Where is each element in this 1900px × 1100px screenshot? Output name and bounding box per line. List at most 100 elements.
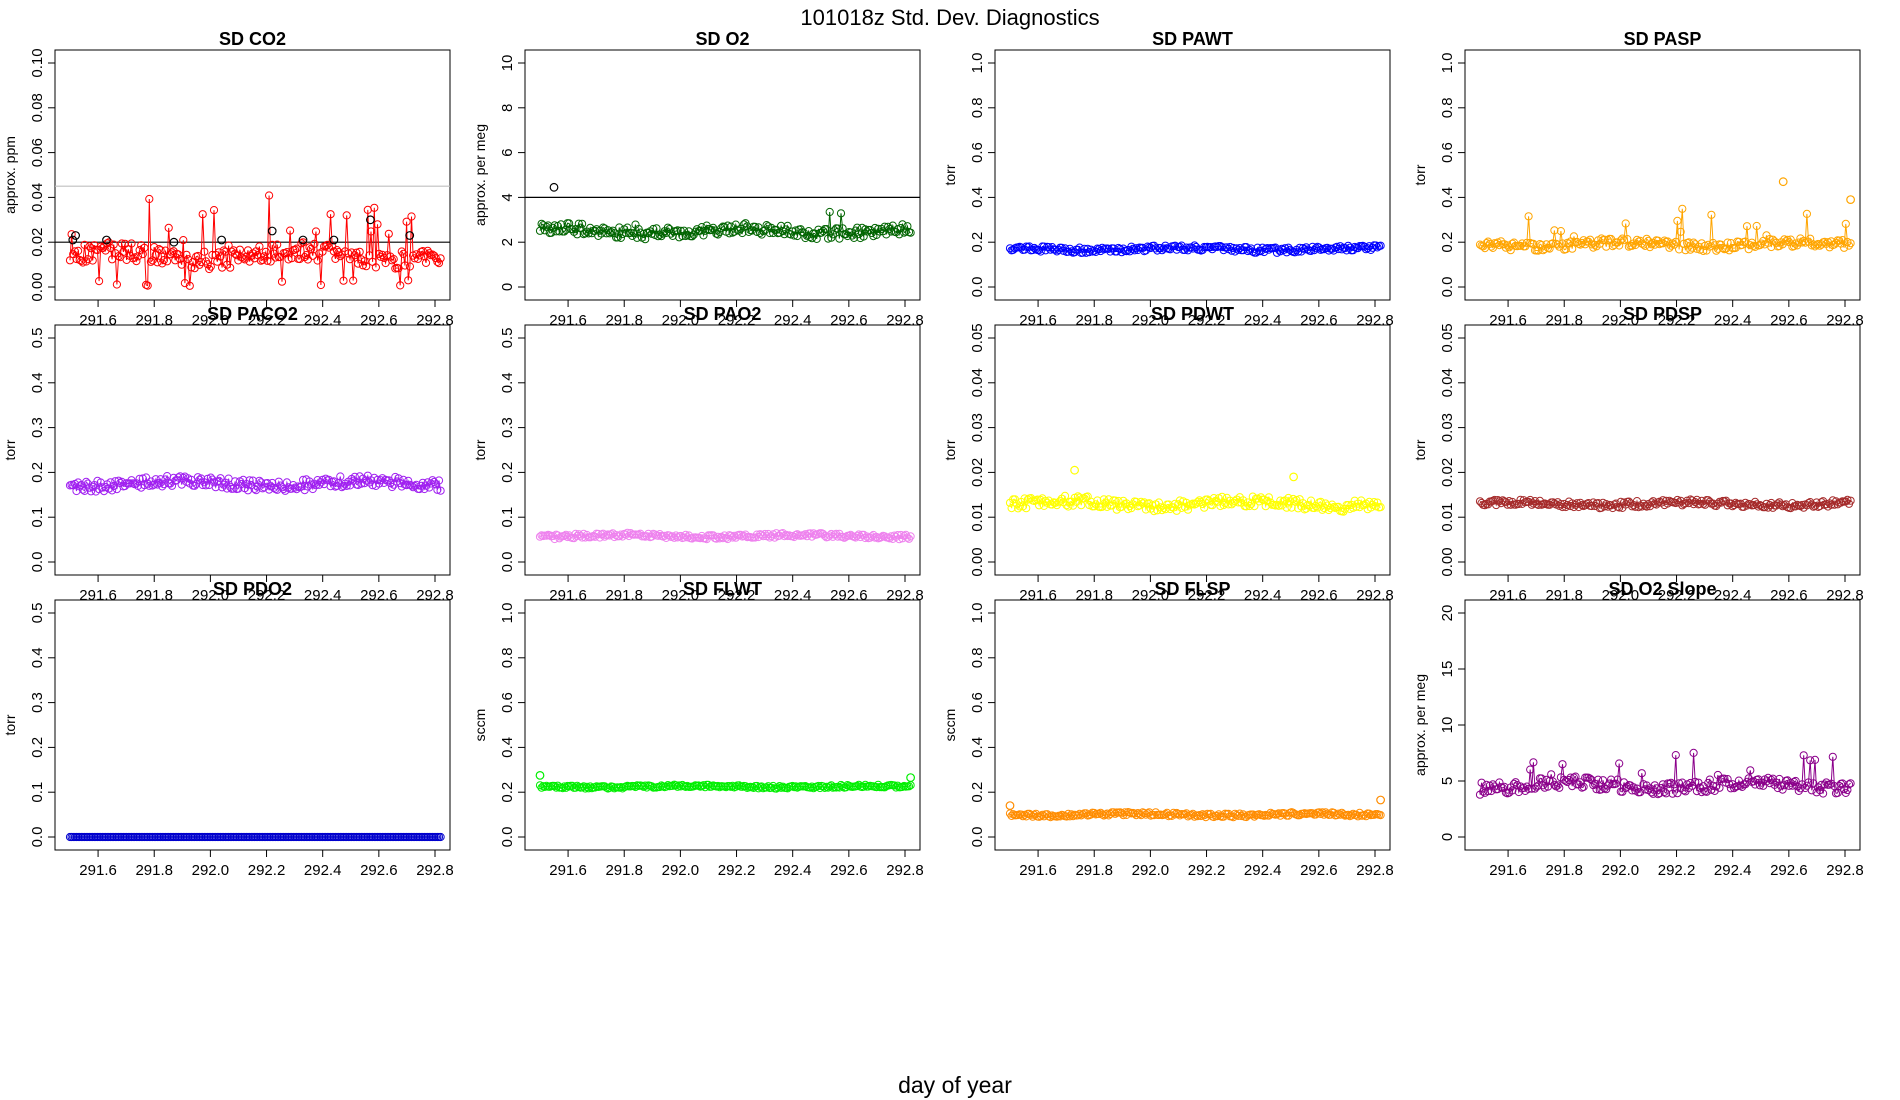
- data-point: [1709, 238, 1718, 248]
- data-point: [1671, 751, 1680, 760]
- data-point: [1094, 809, 1104, 819]
- data-point: [1276, 496, 1285, 505]
- y-tick-label: 0.4: [1439, 187, 1456, 208]
- data-point: [1290, 497, 1299, 506]
- data-point: [1571, 772, 1580, 781]
- panel-sd-pasp: SD PASP torr 0.0 0.2 0.4 0.6 0.8 1.0 291.6 291.8 2…: [1412, 29, 1864, 329]
- data-point: [728, 781, 737, 791]
- data-point: [898, 220, 907, 229]
- data-point: [1665, 779, 1674, 789]
- data-point: [1746, 241, 1755, 250]
- outlier-point: [68, 235, 78, 245]
- data-point: [1188, 499, 1198, 508]
- data-point: [1261, 244, 1270, 253]
- data-point: [689, 782, 698, 791]
- data-point: [245, 476, 254, 485]
- data-point: [1702, 787, 1711, 796]
- x-tick-label: 292.0: [192, 862, 230, 879]
- data-point: [1746, 500, 1755, 509]
- data-point: [1662, 789, 1671, 798]
- data-point: [1028, 245, 1037, 255]
- y-tick-label: 0.0: [499, 827, 516, 848]
- data-point: [1704, 240, 1713, 249]
- y-tick-label: 0.8: [969, 97, 986, 118]
- data-point: [1495, 497, 1504, 506]
- data-point: [156, 246, 165, 255]
- data-point: [74, 246, 83, 255]
- data-point: [608, 782, 617, 791]
- data-point: [200, 247, 209, 256]
- data-point: [1600, 502, 1609, 511]
- data-point: [590, 783, 600, 792]
- data-point: [140, 243, 149, 252]
- data-point: [80, 240, 89, 249]
- data-point: [352, 248, 361, 257]
- y-tick-label: 0.4: [499, 372, 516, 393]
- data-point: [206, 262, 215, 271]
- data-point: [1817, 780, 1826, 789]
- y-axis-label: torr: [1412, 439, 1428, 460]
- data-point: [1615, 241, 1624, 250]
- data-point: [184, 255, 193, 264]
- data-point: [1248, 247, 1257, 256]
- data-point: [1524, 212, 1533, 221]
- data-point: [1007, 504, 1016, 513]
- y-tick-label: 0.04: [1439, 368, 1456, 397]
- data-point: [1820, 780, 1829, 789]
- data-point: [1676, 227, 1685, 236]
- data-point: [389, 255, 398, 264]
- data-point: [1550, 226, 1559, 235]
- data-point: [679, 533, 689, 542]
- x-tick-label: 291.8: [1545, 862, 1583, 879]
- data-point: [1332, 811, 1342, 820]
- data-point: [190, 481, 199, 490]
- data-point: [1067, 810, 1076, 819]
- data-point: [1742, 222, 1752, 231]
- data-point: [665, 531, 674, 540]
- data-point: [326, 210, 335, 219]
- data-point: [561, 530, 571, 540]
- data-point: [365, 251, 374, 260]
- data-point: [1376, 811, 1385, 820]
- data-point: [271, 253, 280, 262]
- data-point: [67, 230, 76, 239]
- data-point: [1260, 811, 1269, 820]
- data-point: [757, 530, 766, 540]
- data-point: [1723, 238, 1732, 247]
- outlier-point: [549, 182, 559, 192]
- data-point: [1780, 235, 1789, 244]
- y-tick-label: 0.08: [29, 93, 46, 122]
- y-tick-label: 10: [1439, 717, 1456, 734]
- x-tick-label: 291.6: [1489, 587, 1527, 604]
- x-tick-label: 292.8: [1826, 862, 1864, 879]
- data-point: [1611, 779, 1621, 788]
- outlier-point: [1005, 801, 1015, 810]
- data-point: [436, 254, 445, 263]
- figure-x-label: day of year: [898, 1072, 1012, 1098]
- panel-sd-flsp: SD FLSP sccm 0.0 0.2 0.4 0.6 0.8 1.0 291.6 291.8 2…: [942, 579, 1394, 879]
- outlier-point: [535, 771, 545, 780]
- data-point: [663, 781, 673, 790]
- data-point: [290, 245, 300, 254]
- data-point: [845, 781, 854, 790]
- data-point: [299, 475, 308, 484]
- data-point: [578, 533, 587, 542]
- data-point: [145, 194, 154, 204]
- y-axis-label: torr: [942, 164, 958, 185]
- data-point: [655, 782, 664, 792]
- data-point: [1282, 503, 1291, 512]
- outlier-point: [217, 235, 227, 245]
- data-point: [1219, 500, 1228, 510]
- data-point: [1522, 782, 1532, 791]
- data-point: [777, 783, 786, 792]
- data-point: [384, 229, 393, 238]
- data-point: [781, 530, 791, 540]
- plot-frame: [524, 49, 921, 301]
- x-tick-label: 292.6: [830, 312, 868, 329]
- data-point: [872, 783, 881, 792]
- data-point: [1602, 500, 1611, 509]
- data-point: [310, 239, 319, 248]
- data-point: [85, 483, 94, 492]
- data-point: [1371, 241, 1380, 250]
- y-tick-label: 0.8: [969, 647, 986, 668]
